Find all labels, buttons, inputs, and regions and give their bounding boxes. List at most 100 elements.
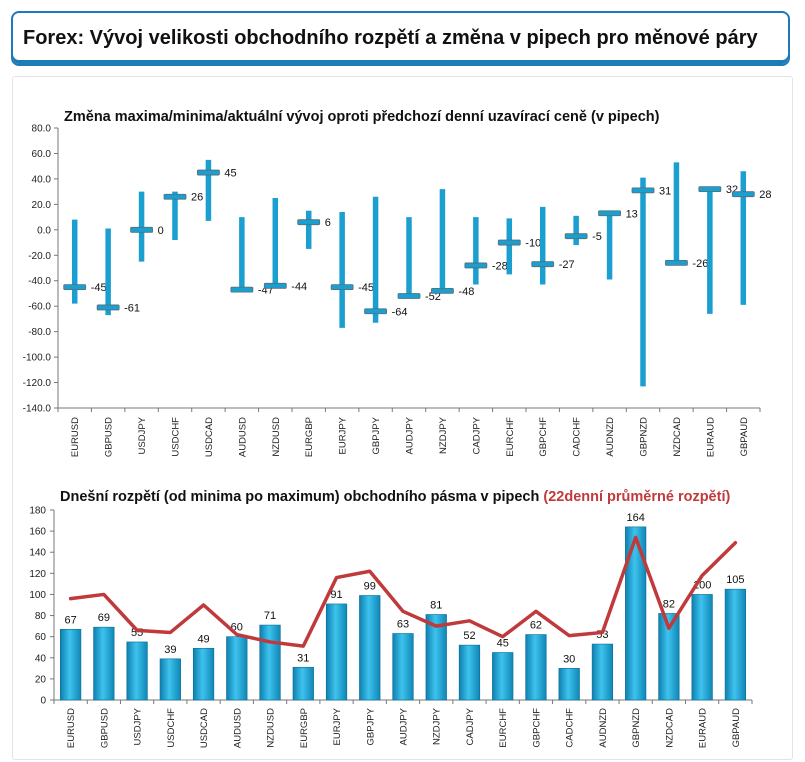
- data-label: 105: [726, 574, 744, 586]
- bar: [691, 594, 713, 701]
- data-label: 39: [164, 644, 176, 656]
- x-tick-label: USDJPY: [137, 416, 148, 454]
- bar: [392, 633, 414, 701]
- current-marker: [63, 284, 87, 290]
- data-label: -64: [392, 306, 408, 318]
- bar: [192, 647, 215, 701]
- bar: [325, 603, 348, 701]
- y-tick-label: 20.0: [32, 200, 52, 211]
- data-label: 82: [663, 598, 675, 610]
- data-label: 26: [191, 192, 203, 204]
- x-tick-label: USDCAD: [204, 417, 215, 457]
- y-tick-label: 160: [29, 527, 46, 538]
- bar: [724, 588, 746, 701]
- y-tick-label: 0: [40, 696, 46, 707]
- data-label: -52: [425, 291, 441, 303]
- x-tick-label: GBPUSD: [104, 417, 115, 457]
- current-marker: [631, 187, 655, 194]
- y-tick-label: 180: [29, 506, 46, 517]
- current-marker: [464, 262, 488, 269]
- x-tick-label: CADJPY: [465, 707, 476, 745]
- y-tick-label: -120.0: [23, 378, 52, 389]
- current-marker: [698, 186, 722, 192]
- x-tick-label: AUDJPY: [399, 707, 410, 745]
- chart-title: Dnešní rozpětí (od minima po maximum) ob…: [60, 489, 730, 505]
- y-tick-label: 100: [29, 590, 46, 601]
- bar: [425, 614, 447, 701]
- data-label: -44: [291, 281, 307, 293]
- x-tick-label: AUDUSD: [237, 417, 248, 457]
- x-tick-label: USDCHF: [166, 708, 177, 748]
- bar: [226, 636, 248, 701]
- data-label: 99: [364, 581, 376, 593]
- x-tick-label: EURJPY: [332, 707, 343, 745]
- x-tick-label: GBPNZD: [639, 417, 650, 457]
- data-label: -45: [91, 282, 107, 294]
- data-label: 81: [430, 600, 442, 612]
- current-marker: [564, 233, 588, 240]
- data-label: 45: [224, 168, 236, 180]
- x-tick-label: EURAUD: [698, 708, 709, 748]
- current-marker: [297, 219, 321, 226]
- bar: [458, 644, 481, 701]
- current-marker: [665, 260, 688, 266]
- data-label: 71: [264, 610, 276, 622]
- data-label: 69: [98, 612, 110, 624]
- header-panel: Forex: Vývoj velikosti obchodního rozpět…: [11, 11, 790, 66]
- bar: [292, 666, 314, 701]
- x-tick-label: GBPAUD: [739, 417, 750, 457]
- y-tick-label: -20.0: [28, 251, 51, 262]
- y-tick-label: 80.0: [32, 124, 52, 135]
- bar: [259, 624, 281, 701]
- current-marker: [330, 284, 354, 290]
- data-label: 31: [297, 652, 309, 664]
- y-tick-label: 60: [35, 632, 47, 643]
- x-tick-label: EURUSD: [66, 708, 77, 748]
- x-tick-label: NZDCAD: [664, 708, 675, 748]
- bar: [93, 626, 115, 701]
- bar: [591, 643, 614, 701]
- current-marker: [197, 169, 220, 176]
- page-title: Forex: Vývoj velikosti obchodního rozpět…: [23, 27, 758, 49]
- current-marker: [96, 304, 120, 311]
- bar: [658, 613, 680, 701]
- y-tick-label: -140.0: [23, 404, 52, 415]
- x-tick-label: CADCHF: [565, 708, 576, 748]
- y-tick-label: 80: [35, 611, 47, 622]
- current-marker: [598, 210, 621, 217]
- data-label: 63: [397, 619, 409, 631]
- x-tick-label: AUDUSD: [232, 708, 243, 748]
- y-tick-label: 40.0: [32, 174, 52, 185]
- data-label: -27: [559, 259, 575, 271]
- current-marker: [431, 288, 454, 294]
- x-tick-label: USDJPY: [133, 707, 144, 745]
- data-label: 52: [463, 630, 475, 642]
- current-marker: [397, 293, 421, 299]
- x-tick-label: NZDCAD: [672, 417, 683, 457]
- x-tick-label: GBPJPY: [371, 416, 382, 454]
- bar: [492, 652, 514, 701]
- data-label: 31: [659, 185, 671, 197]
- bar: [558, 668, 580, 701]
- x-tick-label: AUDJPY: [405, 416, 416, 454]
- data-label: -61: [124, 302, 140, 314]
- x-tick-label: EURCHF: [505, 417, 516, 457]
- data-label: 13: [626, 208, 638, 220]
- bar: [159, 658, 181, 701]
- bar: [525, 634, 547, 701]
- x-tick-label: GBPAUD: [731, 708, 742, 748]
- y-tick-label: -40.0: [28, 276, 51, 287]
- x-tick-label: CADCHF: [572, 417, 583, 457]
- x-tick-label: EURJPY: [338, 416, 349, 454]
- x-tick-label: GBPJPY: [365, 707, 376, 745]
- data-label: -48: [458, 286, 474, 298]
- x-tick-label: USDCAD: [199, 708, 210, 748]
- y-tick-label: 0.0: [37, 225, 51, 236]
- data-label: 91: [330, 589, 342, 601]
- x-tick-label: EURUSD: [70, 417, 81, 457]
- charts-panel: [12, 76, 793, 760]
- data-label: 67: [64, 614, 76, 626]
- x-tick-label: GBPCHF: [531, 708, 542, 748]
